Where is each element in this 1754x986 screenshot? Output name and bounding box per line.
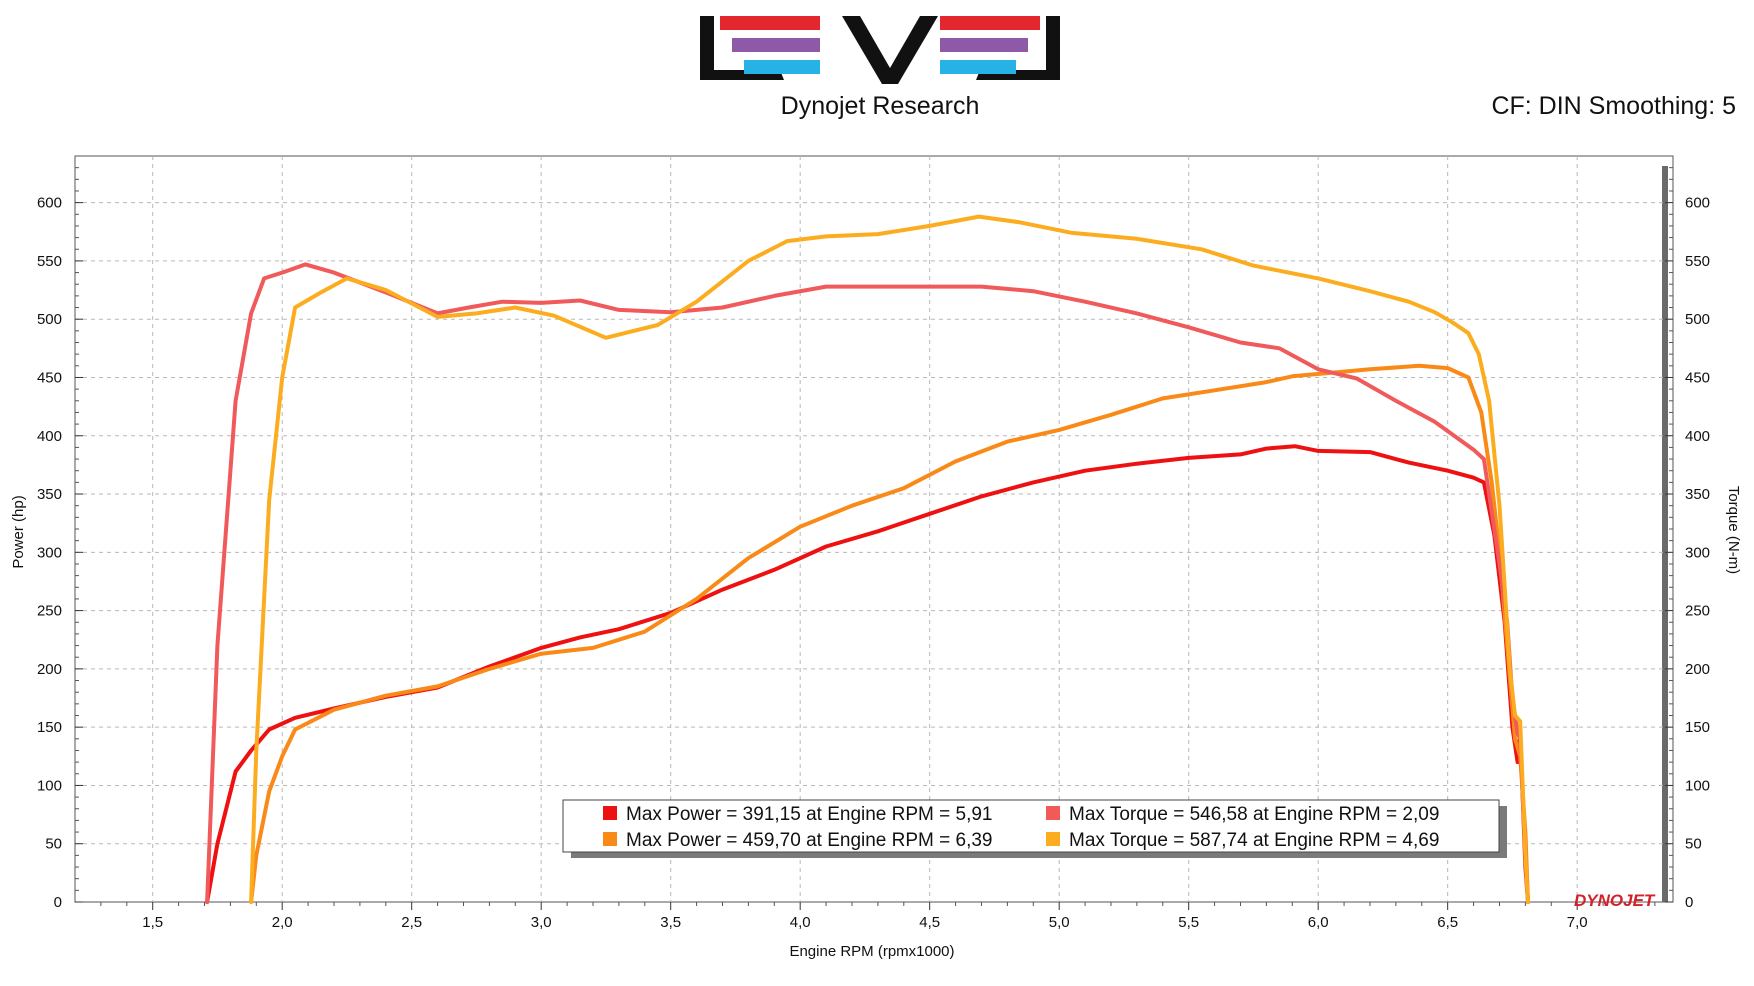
y-left-tick-label: 500 [37,311,62,328]
x-tick-label: 1,5 [142,914,163,931]
x-axis-title: Engine RPM (rpmx1000) [789,943,954,960]
logo-center-v [842,16,938,84]
right-axis-bar [1662,166,1668,902]
x-tick-label: 3,5 [660,914,681,931]
y-left-tick-label: 550 [37,253,62,270]
x-tick-label: 4,5 [919,914,940,931]
legend-box [562,799,1500,853]
y-right-tick-label: 50 [1685,836,1702,853]
y-left-tick-label: 150 [37,719,62,736]
y-left-tick-label: 0 [54,894,62,911]
logo-bar-purple-left [732,38,820,52]
legend-swatch-power-run1 [603,806,617,820]
legend-label-power-run2: Max Power = 459,70 at Engine RPM = 6,39 [626,830,993,851]
y-right-tick-label: 500 [1685,311,1710,328]
y-right-tick-label: 550 [1685,253,1710,270]
y-left-tick-label: 200 [37,661,62,678]
y-left-tick-label: 350 [37,486,62,503]
series-lines [205,214,1530,904]
grid-lines [75,156,1673,902]
y-axis-title-left: Power (hp) [10,495,27,568]
y-right-tick-label: 450 [1685,369,1710,386]
y-right-tick-label: 400 [1685,428,1710,445]
y-right-tick-label: 0 [1685,894,1693,911]
y-axis-title-right: Torque (N-m) [1725,486,1742,574]
y-left-tick-label: 100 [37,777,62,794]
x-tick-label: 2,5 [401,914,422,931]
logo-bar-red-left [720,16,820,30]
level-logo [700,16,1060,84]
y-left-tick-label: 400 [37,428,62,445]
logo-bar-red-right [940,16,1040,30]
y-right-tick-label: 350 [1685,486,1710,503]
series-line-3 [205,262,1530,904]
x-axis: 1,5 2,0 2,5 3,0 3,5 4,0 4,5 5,0 5,5 6,0 6,5 7,0 [100,902,1656,931]
legend: Max Power = 391,15 at Engine RPM = 5,91 … [562,799,1507,858]
logo-bar-purple-right [940,38,1028,52]
legend-swatch-torque-run2 [1046,832,1060,846]
y-right-tick-label: 250 [1685,603,1710,620]
y-right-tick-label: 600 [1685,195,1710,212]
y-right-tick-label: 300 [1685,544,1710,561]
y-left-tick-label: 50 [45,836,62,853]
x-tick-label: 6,5 [1437,914,1458,931]
y-right-tick-label: 150 [1685,719,1710,736]
x-tick-label: 3,0 [531,914,552,931]
series-line-4 [249,214,1530,904]
x-tick-label: 6,0 [1308,914,1329,931]
y-right-tick-label: 100 [1685,777,1710,794]
x-tick-label: 4,0 [790,914,811,931]
dynojet-watermark: DYNOJET [1574,891,1656,910]
legend-label-torque-run2: Max Torque = 587,74 at Engine RPM = 4,69 [1069,830,1439,851]
correction-settings: CF: DIN Smoothing: 5 [1491,92,1736,120]
left-axis: 0 50 100 150 200 250 300 350 400 450 500 550 600 [37,167,83,911]
logo-bar-blue-right [940,60,1016,74]
chart-subtitle: Dynojet Research [780,92,980,120]
legend-label-power-run1: Max Power = 391,15 at Engine RPM = 5,91 [626,804,993,825]
y-left-tick-label: 450 [37,369,62,386]
x-tick-label: 5,0 [1049,914,1070,931]
legend-label-torque-run1: Max Torque = 546,58 at Engine RPM = 2,09 [1069,804,1439,825]
y-left-tick-label: 300 [37,544,62,561]
logo-bar-blue-left [744,60,820,74]
series-line-2 [249,363,1530,904]
y-left-tick-label: 600 [37,195,62,212]
y-left-tick-label: 250 [37,603,62,620]
x-tick-label: 7,0 [1567,914,1588,931]
y-right-tick-label: 200 [1685,661,1710,678]
legend-swatch-power-run2 [603,832,617,846]
x-tick-label: 2,0 [272,914,293,931]
legend-swatch-torque-run1 [1046,806,1060,820]
right-axis: 0 50 100 150 200 250 300 350 400 450 500 550 600 [1665,167,1710,911]
x-tick-label: 5,5 [1178,914,1199,931]
